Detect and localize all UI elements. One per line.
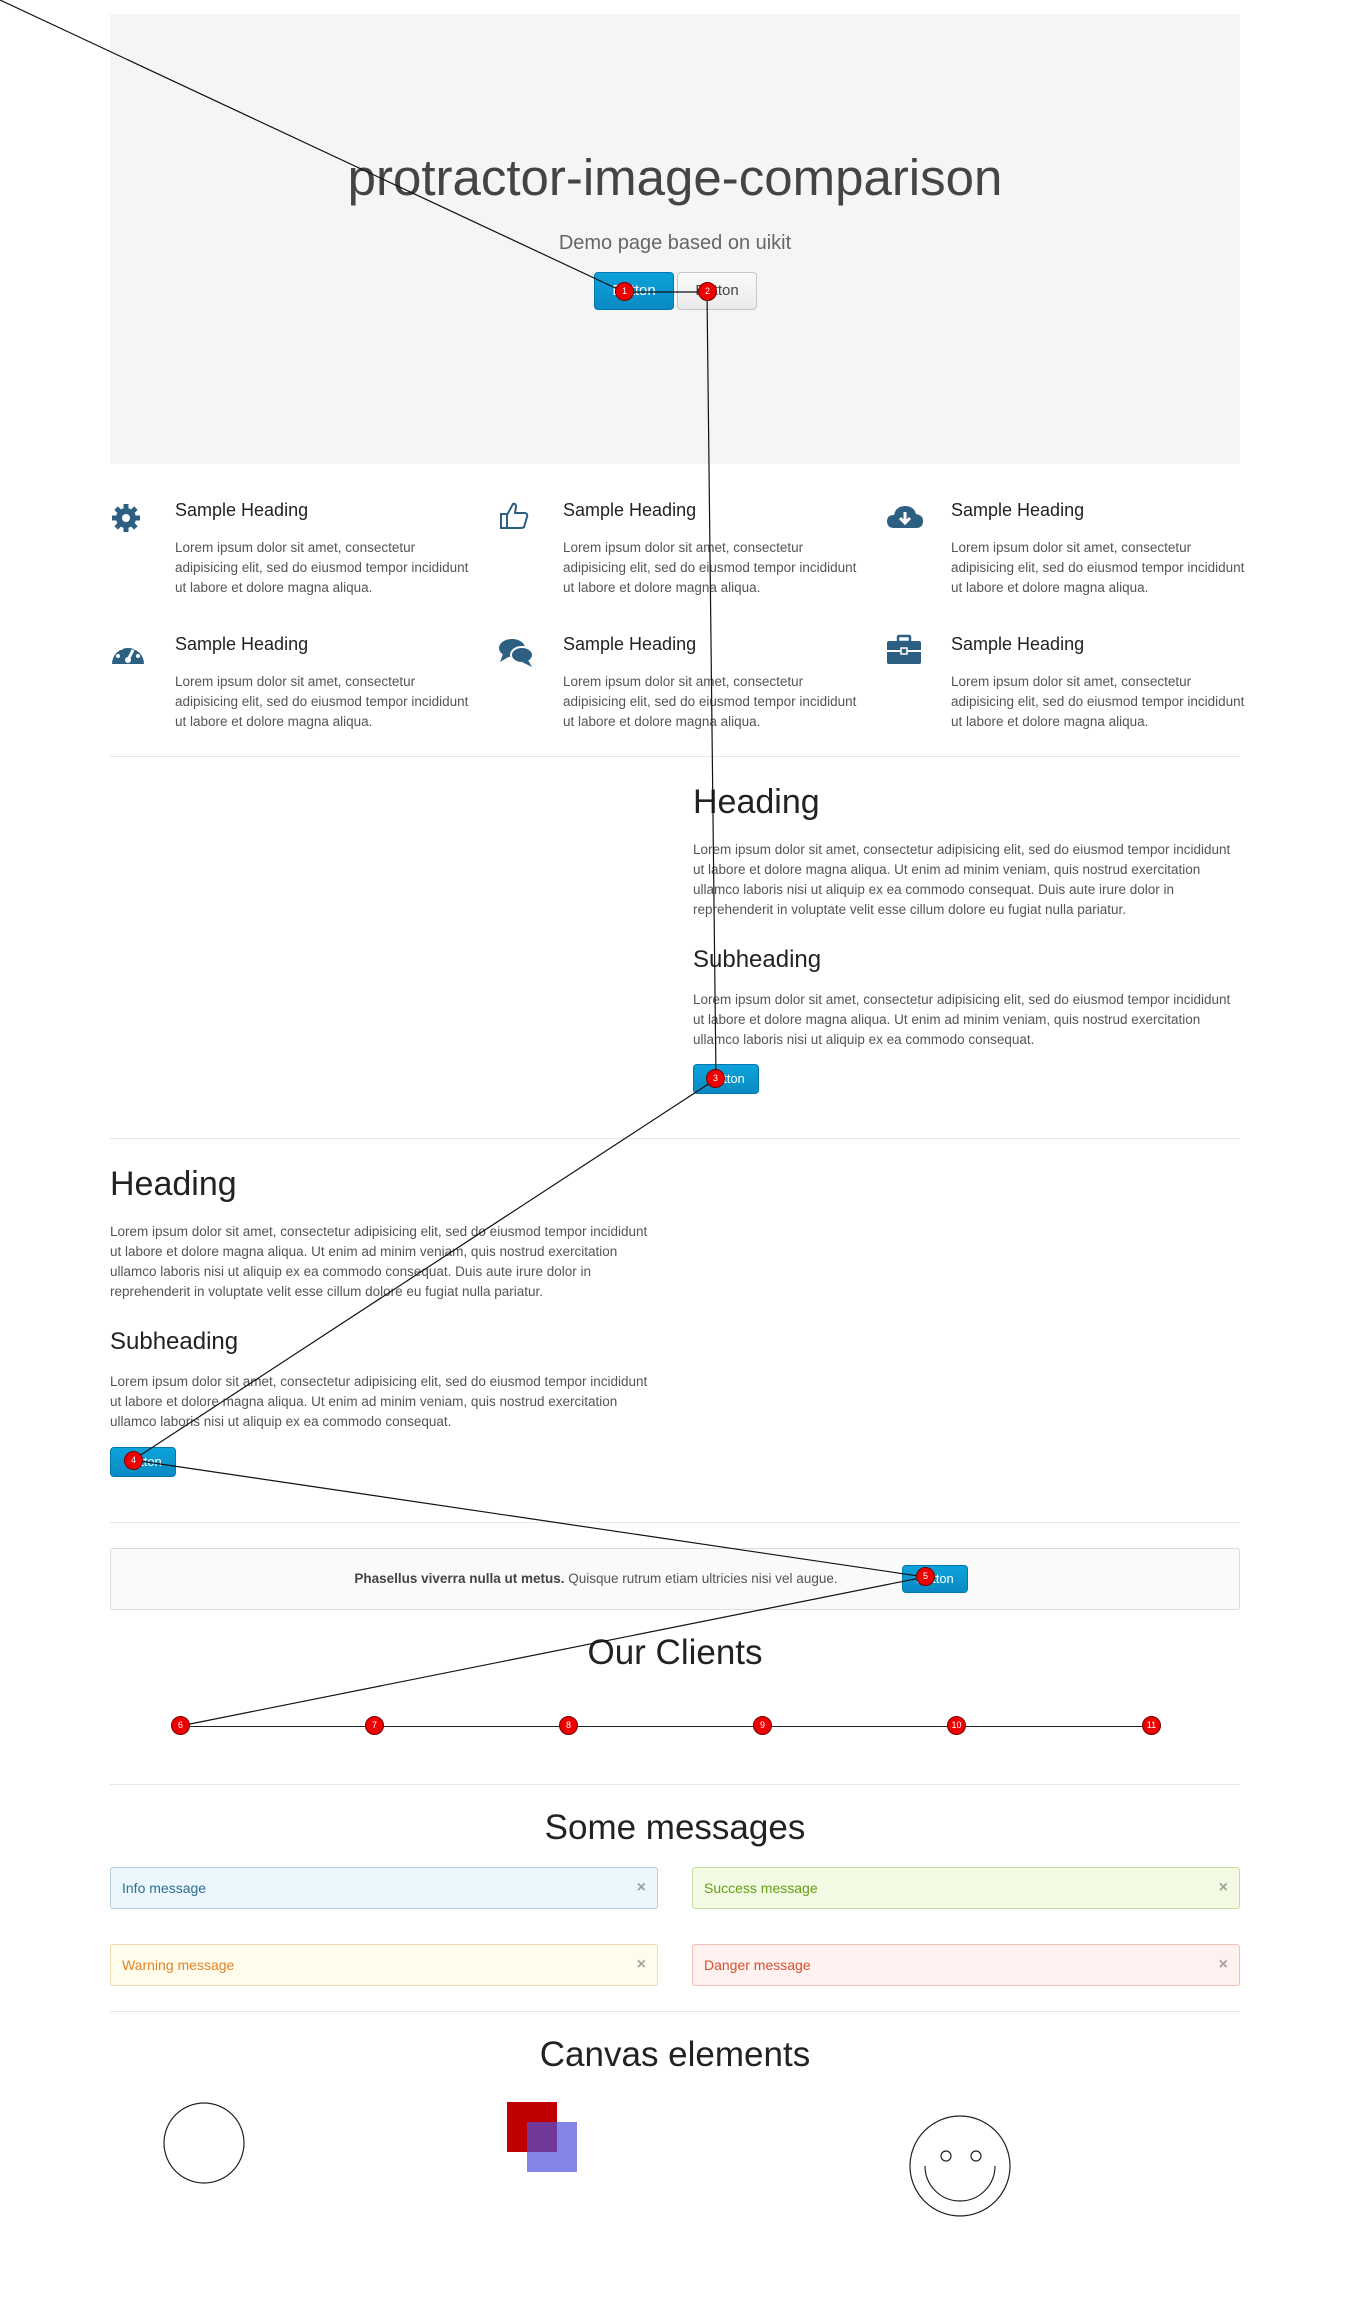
section-button[interactable]: Button: [110, 1447, 176, 1477]
hero-section: protractor-image-comparison Demo page ba…: [110, 14, 1240, 464]
marker-10: 10: [947, 1716, 966, 1735]
section-paragraph: Lorem ipsum dolor sit amet, consectetur …: [110, 1224, 648, 1299]
info-alert-text: Info message: [122, 1880, 207, 1896]
warning-alert: Warning message ×: [110, 1944, 658, 1986]
section-paragraph: Lorem ipsum dolor sit amet, consectetur …: [110, 1374, 648, 1429]
marker-9: 9: [753, 1716, 772, 1735]
marker-6: 6: [171, 1716, 190, 1735]
warning-alert-text: Warning message: [122, 1957, 235, 1973]
danger-alert: Danger message ×: [692, 1944, 1240, 1986]
panel-plain-text: Quisque rutrum etiam ultricies nisi vel …: [568, 1571, 838, 1586]
section-heading: Heading: [693, 783, 820, 821]
feature-text: Lorem ipsum dolor sit amet, consectetur …: [563, 540, 857, 595]
hero-primary-button[interactable]: Button: [594, 272, 674, 310]
divider: [110, 2011, 1240, 2012]
comments-icon: [499, 639, 534, 667]
divider: [110, 1138, 1240, 1139]
marker-8: 8: [559, 1716, 578, 1735]
page-subtitle: Demo page based on uikit: [558, 232, 792, 254]
feature-text: Lorem ipsum dolor sit amet, consectetur …: [951, 674, 1245, 729]
section-paragraph: Lorem ipsum dolor sit amet, consectetur …: [693, 842, 1231, 917]
marker-1: 1: [615, 282, 634, 301]
feature-text: Lorem ipsum dolor sit amet, consectetur …: [951, 540, 1245, 595]
feature-heading: Sample Heading: [175, 634, 309, 654]
close-icon[interactable]: ×: [1218, 1879, 1228, 1896]
page-title: protractor-image-comparison: [347, 149, 1003, 206]
divider: [110, 756, 1240, 757]
thumbs-up-icon: [500, 502, 529, 529]
feature-text: Lorem ipsum dolor sit amet, consectetur …: [175, 674, 469, 729]
briefcase-icon: [887, 634, 921, 664]
feature-text: Lorem ipsum dolor sit amet, consectetur …: [175, 540, 469, 595]
section-heading: Heading: [110, 1165, 237, 1203]
divider: [110, 1784, 1240, 1785]
marker-7: 7: [365, 1716, 384, 1735]
dashboard-icon: [112, 643, 144, 664]
feature-heading: Sample Heading: [563, 500, 697, 520]
success-alert: Success message ×: [692, 1867, 1240, 1909]
marker-3: 3: [706, 1069, 725, 1088]
marker-11: 11: [1142, 1716, 1161, 1735]
feature-heading: Sample Heading: [563, 634, 697, 654]
feature-heading: Sample Heading: [951, 634, 1085, 654]
section-paragraph: Lorem ipsum dolor sit amet, consectetur …: [693, 992, 1231, 1047]
hero-default-button[interactable]: Button: [677, 272, 757, 310]
info-panel: Phasellus viverra nulla ut metus. Quisqu…: [110, 1548, 1240, 1610]
canvas-area: [163, 2102, 1011, 2217]
panel-text: Phasellus viverra nulla ut metus. Quisqu…: [111, 1571, 1241, 1586]
feature-heading: Sample Heading: [951, 500, 1085, 520]
marker-2: 2: [698, 282, 717, 301]
success-alert-text: Success message: [704, 1880, 818, 1896]
section-button[interactable]: Button: [693, 1064, 759, 1094]
close-icon[interactable]: ×: [636, 1879, 646, 1896]
info-alert: Info message ×: [110, 1867, 658, 1909]
gear-icon: [112, 504, 140, 532]
cloud-download-icon: [887, 506, 923, 528]
messages-title: Some messages: [544, 1808, 806, 1847]
canvas-blue-square: [527, 2122, 577, 2172]
clients-title: Our Clients: [587, 1633, 763, 1672]
close-icon[interactable]: ×: [636, 1956, 646, 1973]
section-subheading: Subheading: [110, 1328, 239, 1355]
close-icon[interactable]: ×: [1218, 1956, 1228, 1973]
canvas-title: Canvas elements: [539, 2035, 811, 2074]
feature-text: Lorem ipsum dolor sit amet, consectetur …: [563, 674, 857, 729]
danger-alert-text: Danger message: [704, 1957, 811, 1973]
marker-5: 5: [916, 1567, 935, 1586]
marker-4: 4: [124, 1451, 143, 1470]
section-subheading: Subheading: [693, 946, 822, 973]
panel-bold-text: Phasellus viverra nulla ut metus.: [354, 1571, 565, 1586]
smiley-face-icon: [909, 2115, 1011, 2217]
divider: [110, 1522, 1240, 1523]
canvas-circle: [163, 2102, 245, 2184]
feature-heading: Sample Heading: [175, 500, 309, 520]
panel-button[interactable]: Button: [902, 1565, 968, 1593]
clients-line: [180, 1726, 1152, 1727]
